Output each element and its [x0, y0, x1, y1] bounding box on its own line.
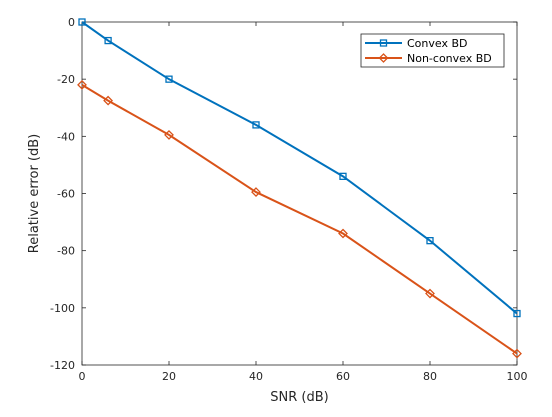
y-axis-label: Relative error (dB) — [27, 134, 42, 253]
data-point — [103, 95, 114, 106]
x-tick-label: 80 — [423, 370, 437, 383]
data-point — [425, 288, 435, 299]
data-point — [77, 79, 87, 90]
y-tick-label: -40 — [57, 130, 75, 143]
series-line-0 — [81, 21, 518, 315]
data-point — [339, 172, 347, 181]
plot-area — [81, 21, 518, 366]
series-layer — [77, 18, 522, 359]
data-point — [164, 129, 174, 140]
legend-label-nonconvex: Non-convex BD — [407, 52, 492, 65]
y-tick-label: 0 — [68, 16, 75, 29]
y-tick-label: -100 — [50, 302, 75, 315]
data-point — [78, 18, 86, 26]
x-tick-label: 0 — [79, 370, 86, 383]
data-point — [338, 228, 348, 239]
data-point — [252, 121, 260, 129]
legend-marker-nonconvex — [378, 53, 389, 63]
legend-marker-convex — [379, 39, 388, 47]
y-tick-label: -120 — [50, 359, 75, 372]
data-point — [165, 75, 173, 83]
data-point — [251, 187, 261, 197]
y-tick-label: -60 — [57, 188, 75, 201]
x-axis-label: SNR (dB) — [270, 390, 328, 405]
data-point — [104, 36, 112, 45]
y-tick-label: -80 — [57, 245, 75, 258]
series-line-1 — [81, 84, 518, 355]
x-tick-label: 60 — [336, 370, 350, 383]
x-tick-label: 40 — [249, 370, 263, 383]
x-tick-label: 100 — [507, 370, 528, 383]
legend-label-convex: Convex BD — [407, 37, 468, 50]
data-point — [512, 348, 522, 359]
axis-ticks: 0 20 40 60 80 100 0 -20 -40 -60 -80 -100 -120 — [50, 16, 527, 383]
y-tick-label: -20 — [57, 73, 75, 86]
data-point — [513, 309, 521, 318]
data-point — [426, 237, 434, 245]
x-tick-label: 20 — [162, 370, 176, 383]
legend: Convex BD Non-convex BD — [360, 33, 505, 68]
